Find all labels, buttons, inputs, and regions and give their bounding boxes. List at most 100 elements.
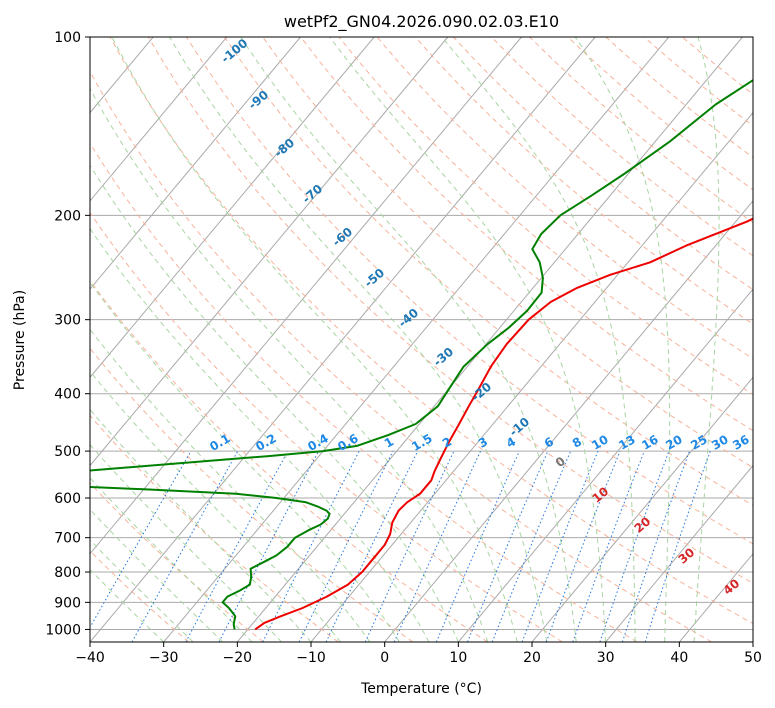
dry-adiabat-line — [376, 37, 753, 360]
moist-adiabat-line — [90, 328, 371, 642]
mixing-ratio-label: 0.2 — [253, 431, 278, 454]
dry-adiabat-label: -40 — [396, 306, 422, 331]
dry-adiabat-label: -60 — [330, 225, 356, 250]
dry-adiabat-label: -30 — [431, 345, 457, 370]
x-tick-label: 20 — [523, 650, 541, 666]
y-axis-label: Pressure (hPa) — [12, 290, 28, 390]
isotherm-line — [90, 37, 449, 467]
isotherm-line — [90, 37, 228, 202]
y-tick-label: 1000 — [45, 622, 81, 638]
dry-adiabat-line — [90, 414, 339, 642]
mixing-ratio-line — [545, 450, 621, 642]
mixing-ratio-line — [521, 450, 599, 642]
x-tick-label: 0 — [380, 650, 389, 666]
moist-adiabat-line — [90, 444, 282, 642]
mixing-ratio-label: 1 — [382, 434, 396, 450]
isotherm-line — [678, 552, 753, 642]
isotherm-line — [90, 37, 375, 379]
x-tick-label: 30 — [597, 650, 615, 666]
dry-adiabat-line — [90, 550, 190, 642]
moist-adiabat-line — [574, 37, 671, 642]
mixing-ratio-line — [185, 450, 289, 642]
mixing-ratio-line — [262, 450, 360, 642]
moist-adiabat-line — [90, 227, 430, 642]
dry-adiabat-label: -80 — [272, 136, 298, 161]
moist-adiabat-label: 20 — [632, 514, 654, 535]
y-tick-label: 600 — [54, 491, 81, 507]
background-reference-lines — [0, 37, 753, 642]
isotherm-line — [90, 37, 301, 290]
isotherm-line — [457, 288, 753, 642]
temperature-profile-line — [254, 217, 753, 631]
y-tick-label: 500 — [54, 444, 81, 460]
isotherm-line — [605, 464, 753, 642]
dry-adiabat-line — [147, 37, 753, 584]
mixing-ratio-label: 0.1 — [207, 431, 232, 454]
dry-adiabat-line — [529, 37, 753, 224]
dry-adiabat-line — [90, 70, 712, 642]
moist-adiabat-line — [111, 37, 518, 642]
mixing-ratio-line — [599, 450, 670, 642]
mixing-ratio-label: 20 — [663, 432, 684, 452]
y-tick-label: 400 — [54, 387, 81, 403]
mixing-ratio-label: 1.5 — [409, 431, 434, 454]
mixing-ratio-line — [467, 450, 549, 642]
mixing-ratio-line — [298, 450, 394, 642]
x-tick-label: −40 — [75, 650, 105, 666]
isotherm-line — [0, 37, 6, 642]
moist-adiabat-line — [90, 477, 253, 642]
isotherm-line — [531, 376, 753, 642]
dry-adiabat-label: -50 — [362, 266, 388, 291]
x-tick-label: 40 — [670, 650, 688, 666]
data-series-layer — [90, 78, 753, 631]
mixing-ratio-label: 8 — [570, 434, 584, 450]
dry-adiabat-line — [90, 142, 638, 642]
mixing-ratio-label: 10 — [589, 432, 610, 452]
dry-adiabat-line — [262, 37, 753, 469]
isotherm-line — [163, 37, 670, 642]
dry-adiabat-line — [90, 279, 488, 642]
mixing-ratio-label: 30 — [709, 432, 730, 452]
x-tick-label: 50 — [744, 650, 762, 666]
plot-frame — [89, 36, 754, 643]
moist-adiabat-line — [90, 370, 341, 642]
dry-adiabat-line — [338, 37, 753, 395]
dry-adiabat-label: -70 — [300, 182, 326, 207]
y-tick-label: 100 — [54, 30, 81, 46]
mixing-ratio-line — [90, 450, 192, 629]
y-tick-label: 200 — [54, 208, 81, 224]
x-tick-label: −10 — [296, 650, 326, 666]
mixing-ratio-label: 6 — [542, 434, 556, 450]
moist-adiabat-line — [441, 37, 636, 642]
dry-adiabat-label: -90 — [246, 88, 272, 113]
y-tick-label: 800 — [54, 565, 81, 581]
dry-adiabat-line — [224, 37, 753, 506]
reference-line-labels: -100-90-80-70-60-50-40-30-20-100.1 0.2 0.4… — [207, 36, 751, 598]
dry-adiabat-line — [414, 37, 753, 325]
isotherm-line — [90, 37, 596, 642]
moist-adiabat-line — [240, 37, 577, 642]
mixing-ratio-line — [131, 450, 239, 642]
dry-adiabat-line — [453, 37, 753, 291]
mixing-ratio-label: 0.6 — [335, 431, 360, 454]
moist-adiabat-line — [90, 87, 489, 642]
y-tick-label: 700 — [54, 531, 81, 547]
mixing-ratio-label: 16 — [639, 432, 660, 452]
x-tick-label: −30 — [149, 650, 179, 666]
moist-adiabat-line — [90, 281, 400, 642]
mixing-ratio-line — [325, 450, 419, 642]
moist-adiabat-label: 0 — [553, 454, 568, 470]
mixing-ratio-line — [644, 450, 711, 642]
mixing-ratio-line — [435, 450, 520, 642]
mixing-ratio-label: 36 — [730, 432, 751, 452]
x-tick-label: 10 — [449, 650, 467, 666]
isotherm-line — [752, 641, 753, 642]
moist-adiabat-line — [693, 37, 720, 642]
moist-adiabat-line — [90, 164, 459, 642]
dry-adiabat-line — [109, 37, 753, 625]
dry-adiabat-line — [90, 347, 414, 642]
moist-adiabat-line — [169, 37, 548, 642]
mixing-ratio-label: 25 — [688, 432, 709, 452]
y-tick-label: 300 — [54, 313, 81, 329]
